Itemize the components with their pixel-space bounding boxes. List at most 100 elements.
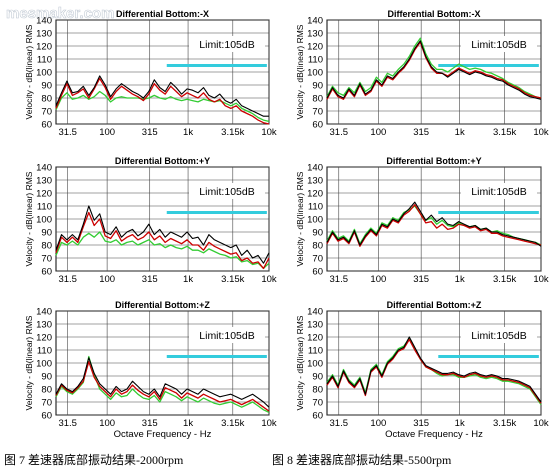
x-tick-label: 1k: [455, 274, 465, 285]
y-tick-label: 80: [312, 94, 323, 105]
series-line-black: [55, 357, 270, 408]
x-tick-label: 3.15k: [221, 418, 244, 429]
y-tick-label: 120: [307, 189, 323, 200]
y-tick-label: 90: [41, 228, 52, 239]
x-tick-label: 1k: [455, 418, 465, 429]
x-tick-label: 100: [99, 127, 115, 138]
y-tick-label: 100: [36, 68, 52, 79]
y-tick-label: 130: [36, 176, 52, 187]
y-tick-label: 70: [312, 254, 323, 265]
x-tick-label: 1k: [455, 127, 465, 138]
chart-title: Differential Bottom:+Y: [115, 156, 210, 166]
series-line-red: [326, 204, 542, 247]
y-tick-label: 80: [41, 385, 52, 396]
y-tick-label: 140: [307, 163, 323, 174]
y-tick-label: 130: [36, 320, 52, 331]
x-tick-label: 1k: [183, 127, 193, 138]
series-line-green: [55, 90, 270, 123]
x-tick-label: 315: [142, 274, 158, 285]
y-axis-label: Velocity - dB(linear) RMS: [24, 24, 34, 119]
x-tick-label: 315: [413, 127, 429, 138]
y-tick-label: 90: [312, 81, 323, 92]
y-tick-label: 60: [41, 411, 52, 422]
chart-panel-1: 60 70 80 90 100 110 120 130 140 31.5 100 315 1k 3.15k…: [24, 9, 277, 138]
chart-panel-2: 60 70 80 90 100 110 120 130 140 31.5 100 315 1k 3.15k…: [295, 9, 549, 138]
y-tick-label: 120: [307, 333, 323, 344]
y-axis-label: Velocity - dB(linear) RMS: [295, 171, 305, 266]
x-tick-label: 10k: [533, 127, 549, 138]
y-tick-label: 140: [307, 307, 323, 318]
series-line-red: [55, 211, 270, 270]
y-tick-label: 60: [41, 120, 52, 131]
y-tick-label: 130: [307, 29, 323, 40]
series-line-green: [326, 37, 542, 99]
y-tick-label: 100: [307, 215, 323, 226]
y-tick-label: 110: [37, 346, 52, 357]
series-line-black: [55, 75, 269, 117]
watermark-text: mesmaker.com: [6, 5, 114, 22]
chart-panel-4: 60 70 80 90 100 110 120 130 140 31.5 100 315 1k 3.15k…: [295, 156, 549, 285]
y-tick-label: 90: [41, 81, 52, 92]
x-tick-label: 3.15k: [493, 274, 516, 285]
y-axis-label: Velocity - dB(linear) RMS: [295, 315, 305, 410]
y-tick-label: 130: [307, 176, 323, 187]
y-tick-label: 110: [37, 202, 52, 213]
y-tick-label: 60: [312, 120, 323, 131]
series-line-black: [326, 201, 542, 247]
limit-label: Limit:105dB: [471, 186, 526, 198]
chart-title: Differential Bottom:-X: [388, 9, 481, 19]
y-tick-label: 140: [307, 16, 323, 27]
series-line-red: [326, 41, 542, 100]
x-tick-label: 315: [142, 418, 158, 429]
series-line-black: [326, 336, 542, 403]
limit-label: Limit:105dB: [199, 330, 254, 342]
limit-label-box: [189, 183, 265, 199]
x-tick-label: 31.5: [58, 274, 77, 285]
y-tick-label: 60: [41, 267, 52, 278]
x-tick-label: 315: [413, 274, 429, 285]
limit-label: Limit:105dB: [199, 186, 254, 198]
limit-label: Limit:105dB: [471, 39, 526, 51]
limit-label-box: [461, 36, 537, 52]
y-axis-label: Velocity - dB(linear) RMS: [24, 171, 34, 266]
x-tick-label: 31.5: [330, 418, 349, 429]
x-tick-label: 10k: [261, 127, 277, 138]
x-tick-label: 10k: [533, 418, 549, 429]
y-tick-label: 140: [36, 16, 52, 27]
x-tick-label: 3.15k: [221, 274, 244, 285]
y-tick-label: 130: [307, 320, 323, 331]
y-tick-label: 80: [312, 385, 323, 396]
chart-panel-3: 60 70 80 90 100 110 120 130 140 31.5 100 315 1k 3.15k…: [24, 156, 277, 285]
series-line-red: [55, 361, 270, 412]
chart-panel-6: 60 70 80 90 100 110 120 130 140 31.5 100 315 1k 3.15k…: [295, 300, 549, 440]
y-tick-label: 130: [36, 29, 52, 40]
limit-label-box: [461, 183, 537, 199]
x-tick-label: 315: [142, 127, 158, 138]
y-tick-label: 120: [36, 333, 52, 344]
x-tick-label: 100: [370, 274, 386, 285]
chart-title: Differential Bottom:+Y: [386, 156, 481, 166]
y-tick-label: 140: [36, 163, 52, 174]
chart-panel-5: 60 70 80 90 100 110 120 130 140 31.5 100 315 1k 3.15k…: [24, 300, 277, 440]
y-tick-label: 80: [41, 241, 52, 252]
x-tick-label: 3.15k: [493, 418, 516, 429]
series-line-green: [326, 205, 542, 246]
y-tick-label: 100: [307, 68, 323, 79]
y-tick-label: 70: [41, 398, 52, 409]
y-tick-label: 70: [312, 107, 323, 118]
series-line-black: [326, 40, 542, 100]
y-tick-label: 120: [36, 189, 52, 200]
y-tick-label: 110: [308, 202, 323, 213]
caption-figure-7: 图 7 差速器底部振动结果-2000rpm: [4, 453, 184, 467]
y-tick-label: 120: [36, 42, 52, 53]
x-axis-label: Octave Frequency - Hz: [114, 429, 212, 440]
y-tick-label: 70: [41, 107, 52, 118]
y-tick-label: 90: [41, 372, 52, 383]
y-tick-label: 60: [312, 267, 323, 278]
y-tick-label: 100: [307, 359, 323, 370]
y-tick-label: 70: [312, 398, 323, 409]
x-tick-label: 315: [413, 418, 429, 429]
y-tick-label: 70: [41, 254, 52, 265]
y-axis-label: Velocity - dB(linear) RMS: [295, 24, 305, 119]
